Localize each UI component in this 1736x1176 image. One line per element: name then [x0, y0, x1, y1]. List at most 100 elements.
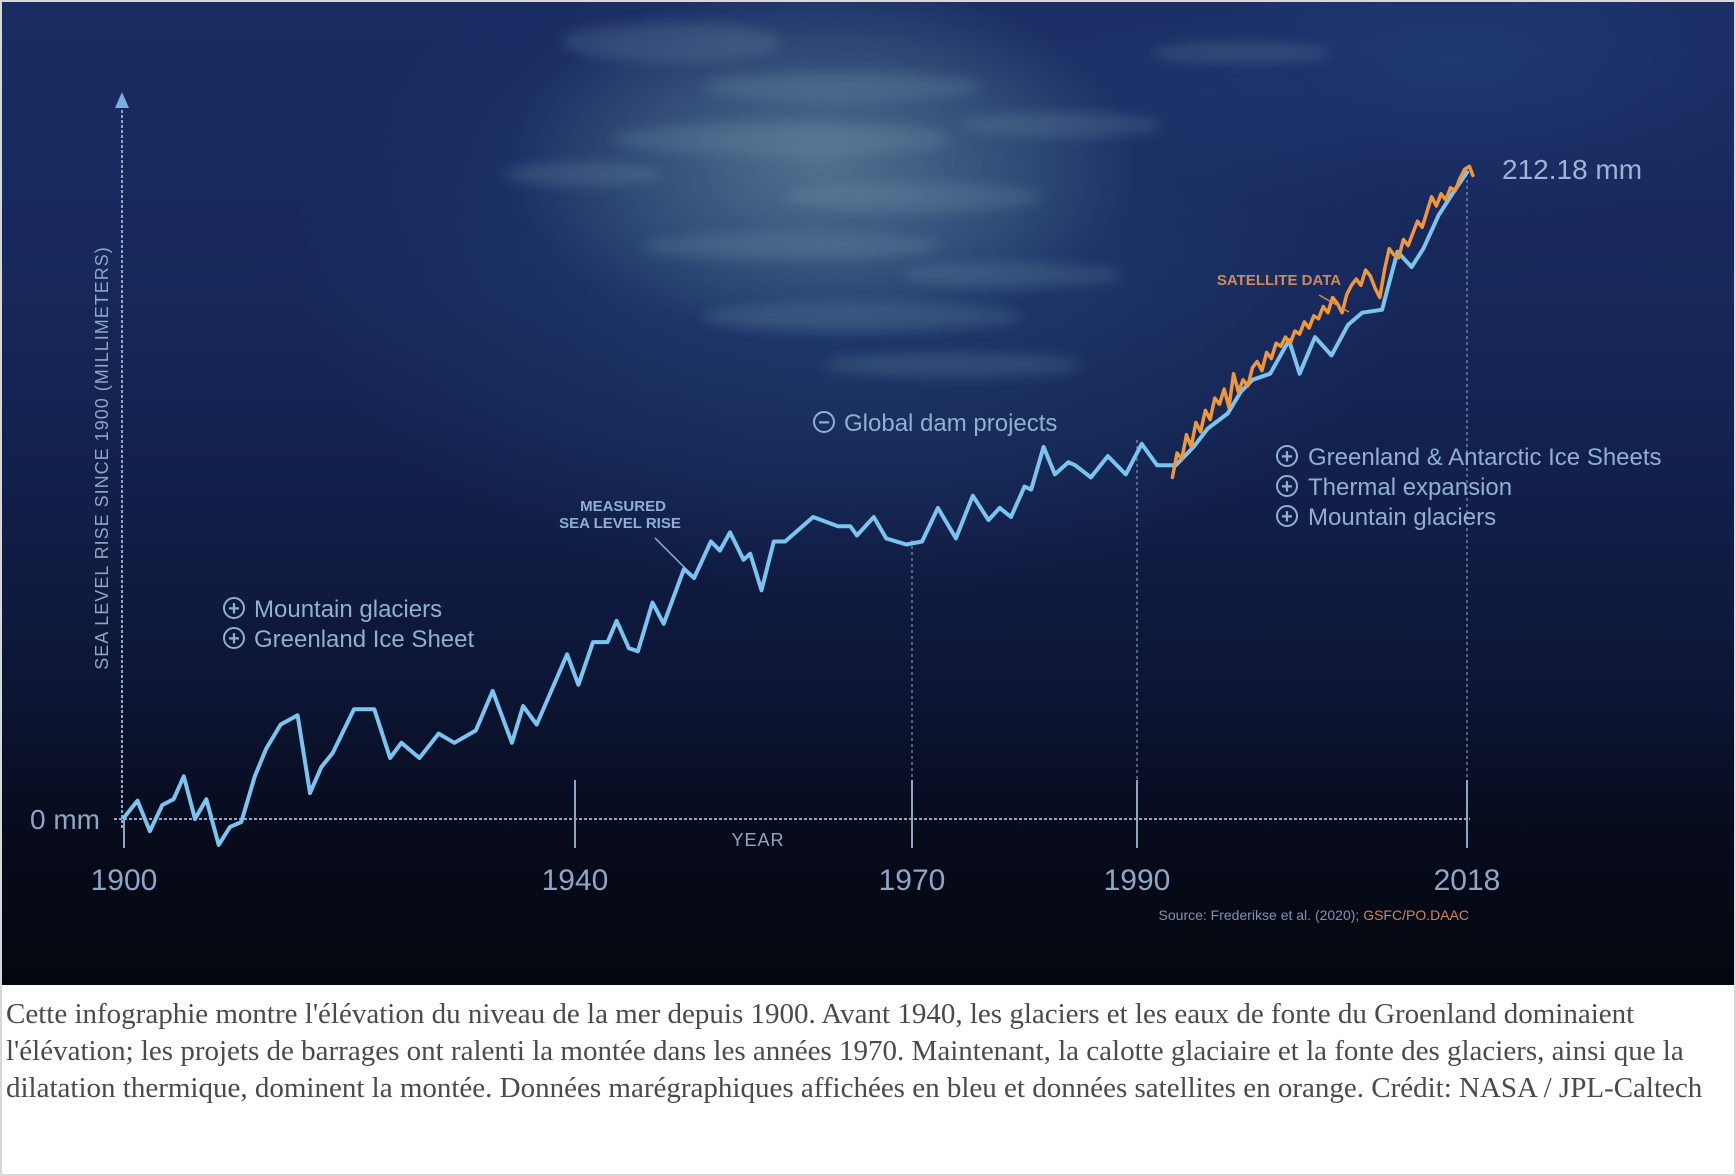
satellite-data-point — [1260, 369, 1264, 372]
measured-data-point — [1226, 412, 1230, 415]
measured-data-point — [565, 653, 569, 656]
satellite-data-point — [1293, 329, 1297, 333]
plus-symbol: + — [228, 598, 240, 620]
measured-data-point — [453, 741, 456, 744]
minus-circle-icon — [813, 411, 835, 433]
measured-data-point — [122, 816, 126, 819]
measured-data-point — [772, 540, 775, 543]
satellite-leader-line — [1318, 294, 1350, 313]
measured-data-point — [1465, 171, 1469, 174]
satellite-data-point — [1218, 403, 1221, 406]
measured-data-point — [836, 525, 840, 528]
measured-data-point — [627, 647, 631, 650]
measured-data-point — [577, 683, 580, 686]
satellite-data-point — [1289, 342, 1292, 345]
measured-data-point — [651, 601, 654, 604]
measured-data-point — [253, 775, 256, 778]
measured-data-point — [331, 751, 334, 755]
satellite-data-point — [1388, 247, 1391, 250]
measured-data-point — [217, 843, 220, 847]
satellite-data-point — [1468, 165, 1471, 168]
satellite-data-point — [1246, 384, 1250, 388]
satellite-data-point — [1227, 406, 1231, 409]
measured-data-point — [1042, 445, 1045, 449]
satellite-data-point — [1411, 232, 1415, 235]
satellite-data-point — [1274, 342, 1278, 345]
measured-data-point — [872, 515, 875, 519]
measured-data-point — [1360, 311, 1364, 314]
x-tick-label: 1990 — [1104, 864, 1171, 897]
measured-data-point — [1124, 473, 1128, 476]
satellite-data-point — [1213, 396, 1217, 400]
measured-data-point — [136, 799, 139, 802]
driver-item: + Mountain glaciers — [223, 596, 442, 623]
measured-data-point — [352, 708, 356, 711]
measured-data-point — [279, 723, 282, 726]
measured-data-point — [1023, 485, 1026, 488]
sea-level-chart: SEA LEVEL RISE SINCE 1900 (MILLIMETERS) … — [30, 92, 1662, 923]
satellite-data-point — [1359, 284, 1363, 287]
measured-data-point — [228, 825, 232, 829]
measured-data-point — [1155, 464, 1159, 467]
satellite-data-point — [1223, 387, 1226, 391]
plus-symbol: + — [1281, 446, 1293, 468]
satellite-data-point — [1355, 277, 1358, 281]
satellite-data-point — [1265, 351, 1268, 354]
source-highlight: GSFC/PO.DAAC — [1363, 907, 1469, 923]
minus-symbol: − — [818, 412, 830, 434]
measured-data-point — [1396, 250, 1399, 253]
satellite-data-point — [1307, 326, 1311, 330]
satellite-data-point — [1322, 305, 1325, 308]
satellite-data-point — [1331, 296, 1334, 299]
measured-data-point — [1410, 265, 1413, 269]
satellite-data-point — [1373, 287, 1377, 290]
driver-item: + Mountain glaciers — [1276, 504, 1496, 531]
measured-data-point — [148, 830, 152, 833]
satellite-data-point — [1430, 195, 1433, 198]
driver-label: Mountain glaciers — [1308, 504, 1496, 531]
satellite-data-point — [1378, 296, 1382, 299]
satellite-data-point — [1458, 177, 1462, 180]
satellite-annotation: SATELLITE DATA — [1217, 272, 1350, 313]
x-tick-label: 1970 — [879, 864, 946, 897]
measured-data-point — [418, 756, 421, 760]
measured-data-point — [437, 732, 440, 735]
satellite-data-point — [1383, 268, 1386, 272]
satellite-data-point — [1303, 320, 1306, 324]
measured-data-point — [971, 494, 974, 497]
dam-annotation: − Global dam projects — [813, 410, 1057, 437]
measured-data-point — [905, 543, 908, 546]
measured-data-point — [161, 803, 164, 807]
satellite-data-point — [1171, 476, 1174, 479]
satellite-data-point — [1439, 192, 1443, 195]
measured-data-point — [400, 741, 403, 744]
measured-data-point — [936, 506, 940, 510]
driver-item: + Thermal expansion — [1276, 474, 1512, 501]
zero-label: 0 mm — [30, 804, 100, 835]
satellite-data-point — [1251, 366, 1254, 369]
satellite-data-point — [1463, 168, 1466, 171]
measured-data-point — [855, 534, 859, 537]
measured-data-point — [1269, 372, 1272, 375]
measured-data-point — [954, 537, 958, 540]
satellite-data-point — [1326, 311, 1330, 314]
satellite-data-point — [1364, 268, 1367, 272]
satellite-label: SATELLITE DATA — [1217, 272, 1341, 289]
satellite-data-point — [1350, 284, 1353, 287]
measured-data-point — [1313, 335, 1317, 339]
measured-data-point — [718, 549, 722, 552]
satellite-data-line — [1170, 164, 1475, 480]
x-ticks: 1900 1940 1970 1990 2018 — [91, 180, 1500, 897]
satellite-data-point — [1392, 253, 1396, 256]
satellite-data-point — [1345, 293, 1349, 296]
satellite-data-point — [1369, 274, 1372, 278]
measured-data-point — [205, 798, 208, 801]
satellite-data-point — [1425, 210, 1429, 214]
measured-data-point — [849, 525, 852, 528]
measured-data-point — [1073, 464, 1077, 467]
measured-data-point — [742, 558, 745, 561]
satellite-data-point — [1336, 302, 1339, 305]
measured-data-point — [521, 704, 525, 708]
satellite-data-point — [1444, 198, 1448, 202]
satellite-data-point — [1194, 421, 1198, 424]
